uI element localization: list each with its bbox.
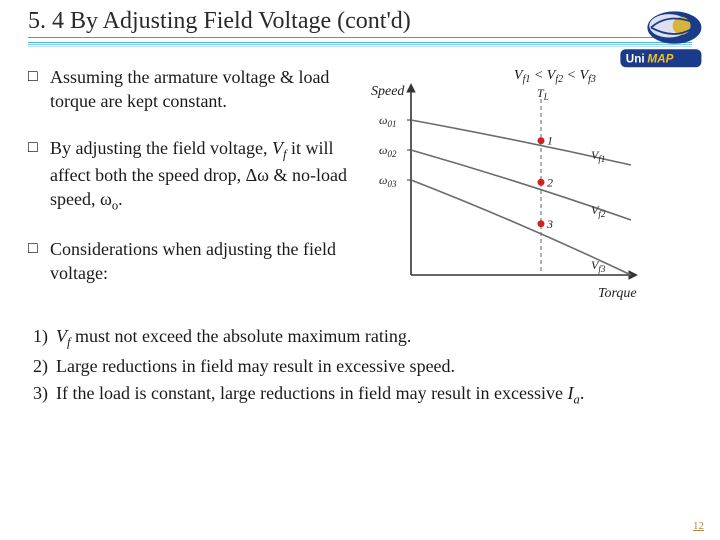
svg-text:Vf1 < Vf2 < Vf3: Vf1 < Vf2 < Vf3 bbox=[514, 68, 596, 85]
svg-text:Vf2: Vf2 bbox=[591, 203, 606, 219]
list-num-2: 2) bbox=[28, 354, 56, 379]
list-num-1: 1) bbox=[28, 324, 56, 352]
bullet-1: Assuming the armature voltage & load tor… bbox=[28, 65, 348, 114]
list-num-3: 3) bbox=[28, 381, 56, 409]
list-text-1: Vf must not exceed the absolute maximum … bbox=[56, 324, 692, 352]
right-column: Vf1 < Vf2 < Vf3 Speed Torque TL ω01 1 Vf1 ω02 2 V… bbox=[356, 65, 692, 320]
svg-text:ω01: ω01 bbox=[379, 113, 396, 129]
svg-text:Vf1: Vf1 bbox=[591, 148, 605, 164]
considerations-list: 1) Vf must not exceed the absolute maxim… bbox=[28, 324, 692, 410]
slide-title: 5. 4 By Adjusting Field Voltage (cont'd) bbox=[28, 8, 692, 38]
bullet-2: By adjusting the field voltage, Vf it wi… bbox=[28, 136, 348, 215]
bullet-3-text: Considerations when adjusting the field … bbox=[50, 239, 336, 283]
svg-text:2: 2 bbox=[547, 175, 553, 189]
svg-text:1: 1 bbox=[547, 134, 553, 148]
bullet-2a: By adjusting the field voltage, bbox=[50, 138, 272, 158]
speed-torque-graph: Vf1 < Vf2 < Vf3 Speed Torque TL ω01 1 Vf1 ω02 2 V… bbox=[356, 65, 656, 315]
bullet-1-text: Assuming the armature voltage & load tor… bbox=[50, 67, 329, 111]
svg-text:ω02: ω02 bbox=[379, 143, 397, 159]
list-item: 1) Vf must not exceed the absolute maxim… bbox=[28, 324, 692, 352]
svg-text:TL: TL bbox=[537, 86, 549, 102]
vf-sym: V bbox=[272, 138, 283, 158]
svg-text:MAP: MAP bbox=[647, 53, 673, 66]
svg-text:ω03: ω03 bbox=[379, 173, 397, 189]
bullet-3: Considerations when adjusting the field … bbox=[28, 237, 348, 286]
list-item: 2) Large reductions in field may result … bbox=[28, 354, 692, 379]
bullet-2c: . bbox=[118, 189, 123, 209]
svg-text:Torque: Torque bbox=[598, 286, 637, 301]
content-row: Assuming the armature voltage & load tor… bbox=[28, 65, 692, 320]
list-text-3: If the load is constant, large reduction… bbox=[56, 381, 692, 409]
list-item: 3) If the load is constant, large reduct… bbox=[28, 381, 692, 409]
svg-text:Uni: Uni bbox=[626, 53, 645, 66]
slide: 5. 4 By Adjusting Field Voltage (cont'd)… bbox=[0, 0, 720, 540]
accent-lines bbox=[28, 42, 692, 47]
svg-text:3: 3 bbox=[546, 217, 553, 231]
page-number: 12 bbox=[693, 520, 704, 532]
left-column: Assuming the armature voltage & load tor… bbox=[28, 65, 348, 320]
svg-text:Speed: Speed bbox=[371, 84, 405, 99]
list-text-2: Large reductions in field may result in … bbox=[56, 354, 692, 379]
